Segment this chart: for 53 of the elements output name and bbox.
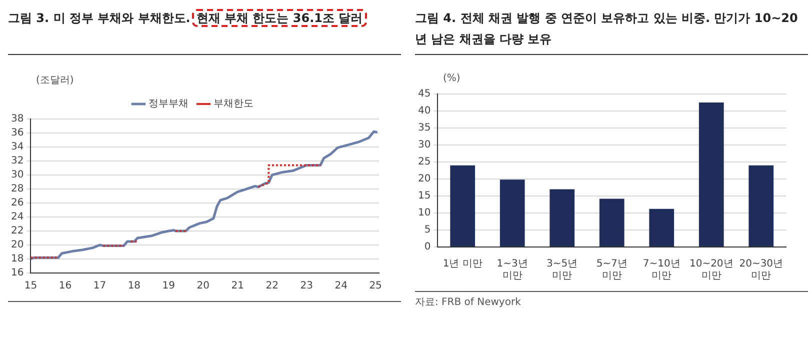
bar: [748, 165, 774, 246]
x-tick-label: 5~7년 미만: [596, 258, 628, 282]
y-tick-label: 28: [10, 184, 24, 195]
x-tick-label: 25: [369, 280, 382, 292]
x-tick-label: 19: [162, 280, 176, 292]
y-tick-label: 38: [10, 114, 24, 125]
y-axis-title: (조달러): [36, 74, 75, 86]
y-tick-label: 15: [418, 190, 431, 202]
x-tick-label: 20~30년 미만: [739, 258, 784, 282]
legend-label: 정부부채: [148, 98, 188, 110]
x-tick-label: 20: [196, 280, 210, 292]
y-tick-label: 10: [418, 208, 431, 219]
y-tick-label: 30: [10, 170, 24, 181]
x-tick-label: 22: [266, 280, 278, 292]
bar: [649, 208, 674, 246]
y-tick-label: 20: [418, 174, 431, 185]
y-tick-label: 22: [10, 226, 24, 237]
x-tick-label: 17: [93, 280, 106, 292]
y-tick-label: 20: [10, 240, 24, 251]
y-tick-label: 45: [418, 88, 431, 100]
y-tick-label: 25: [418, 156, 431, 168]
y-tick-label: 0: [424, 242, 431, 253]
x-tick-label: 3~5년 미만: [546, 258, 578, 282]
bar: [450, 165, 476, 246]
y-tick-label: 5: [424, 224, 431, 236]
y-tick-label: 30: [418, 140, 431, 151]
y-tick-label: 26: [10, 198, 24, 209]
x-tick-label: 15: [24, 280, 38, 292]
legend-label: 부채한도: [214, 98, 254, 110]
chart-title: 그림 4. 전체 채권 발행 중 연준이 보유하고 있는 비중. 만기가 10~20년 남은 채권을 다량 보유: [415, 11, 798, 46]
chart-subtitle: 현재 부채 한도는 36.1조 달러: [192, 9, 367, 27]
y-tick-label: 35: [418, 122, 431, 134]
y-axis-title: (%): [443, 73, 462, 85]
y-tick-label: 32: [10, 156, 24, 167]
y-tick-label: 36: [10, 128, 24, 139]
bar: [599, 198, 624, 246]
x-tick-label: 18: [128, 280, 141, 292]
x-tick-label: 16: [58, 280, 72, 292]
x-tick-label: 1~3년 미만: [496, 258, 528, 282]
y-tick-label: 34: [10, 142, 24, 153]
bar: [698, 102, 724, 246]
x-tick-label: 21: [231, 280, 244, 292]
x-tick-label: 10~20년 미만: [689, 258, 734, 282]
x-tick-label: 7~10년 미만: [642, 258, 680, 282]
y-tick-label: 24: [10, 212, 24, 223]
text: 자료: FRB of Newyork: [415, 296, 522, 309]
bar: [500, 180, 525, 246]
chart-title: 그림 3. 미 정부 부채와 부채한도.: [8, 11, 190, 25]
x-tick-label: 23: [300, 280, 313, 292]
y-tick-label: 40: [418, 106, 431, 117]
x-tick-label: 24: [334, 280, 348, 292]
bar: [550, 189, 575, 246]
x-tick-label: 1년 미만: [442, 258, 482, 270]
